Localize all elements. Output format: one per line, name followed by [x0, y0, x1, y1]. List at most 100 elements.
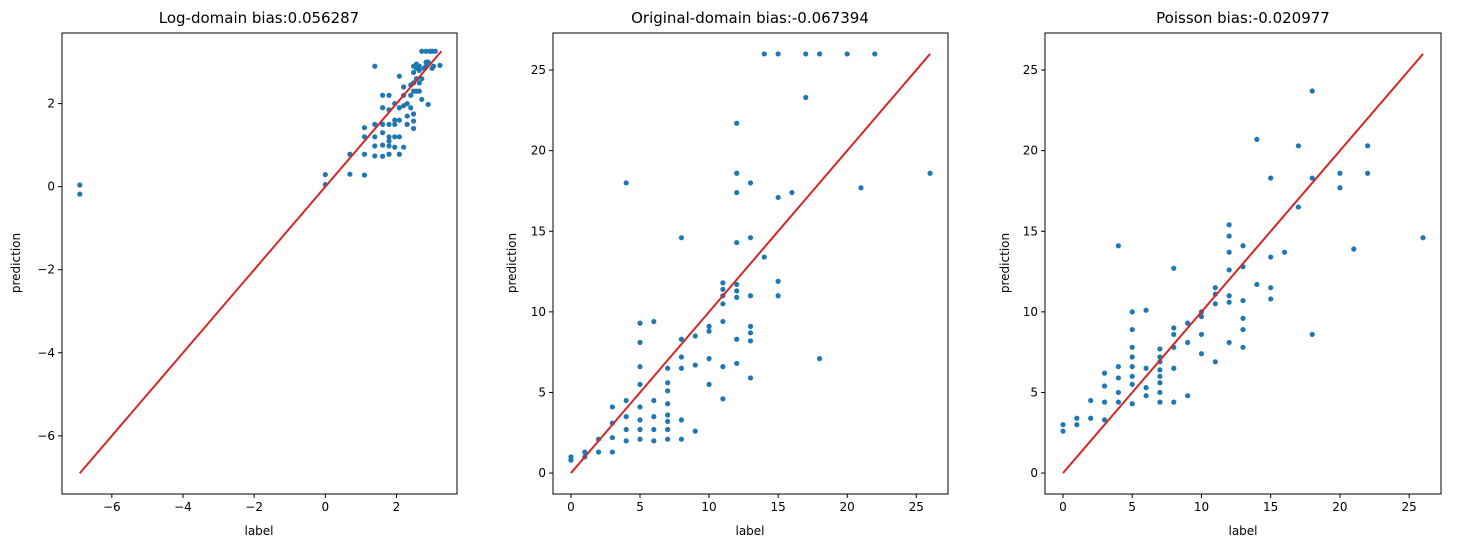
data-point — [386, 121, 392, 127]
scatter-points — [77, 48, 443, 197]
data-point — [734, 120, 740, 126]
identity-line — [570, 53, 931, 474]
data-point — [720, 364, 726, 370]
data-point — [437, 62, 443, 68]
data-point — [386, 143, 392, 149]
data-point — [1129, 326, 1135, 333]
data-point — [423, 48, 429, 54]
data-point — [1198, 351, 1205, 357]
data-point — [408, 92, 414, 98]
data-point — [372, 63, 378, 69]
y-tick-label: 20 — [531, 144, 546, 158]
data-point — [1351, 246, 1357, 252]
y-ticks: 0 5 10 15 20 25 — [531, 63, 553, 480]
data-point — [425, 59, 431, 65]
data-point — [372, 121, 378, 127]
data-point — [692, 333, 698, 339]
data-point — [410, 125, 417, 132]
data-point — [1115, 389, 1121, 396]
y-axis-label: prediction — [505, 233, 519, 293]
y-axis-label: prediction — [998, 233, 1012, 293]
data-point — [1171, 399, 1177, 405]
data-point — [1101, 399, 1108, 405]
data-point — [401, 144, 407, 150]
data-point — [706, 328, 712, 334]
data-point — [416, 80, 422, 86]
axes-frame — [1044, 32, 1442, 495]
data-point — [637, 339, 643, 346]
data-point — [404, 101, 410, 107]
data-point — [380, 130, 386, 136]
data-point — [706, 356, 712, 362]
y-ticks: 0 5 10 15 20 25 — [1023, 63, 1045, 480]
x-tick-label: −6 — [103, 500, 121, 514]
x-tick-label: 20 — [840, 500, 855, 514]
data-point — [747, 180, 754, 186]
data-point — [1240, 243, 1246, 249]
data-point — [1226, 222, 1232, 228]
data-point — [1143, 365, 1149, 371]
data-point — [429, 65, 435, 71]
data-point — [361, 151, 368, 157]
data-point — [1143, 393, 1149, 399]
data-point — [872, 51, 878, 57]
data-point — [404, 113, 410, 119]
data-point — [1268, 285, 1274, 291]
data-point — [380, 121, 386, 127]
data-point — [651, 318, 657, 325]
data-point — [1240, 326, 1246, 333]
data-point — [1226, 339, 1232, 346]
data-point — [582, 449, 588, 455]
data-point — [623, 438, 629, 444]
data-point — [1074, 422, 1080, 428]
data-point — [665, 365, 671, 371]
data-point — [678, 336, 685, 342]
data-point — [1295, 143, 1301, 149]
data-point — [1295, 204, 1301, 210]
data-point — [665, 380, 671, 386]
data-point — [720, 301, 726, 307]
data-point — [1185, 393, 1191, 399]
data-point — [1115, 375, 1121, 381]
data-point — [392, 121, 398, 127]
x-tick-label: −2 — [245, 500, 263, 514]
data-point — [1240, 297, 1246, 304]
y-tick-label: −6 — [37, 429, 55, 443]
data-point — [1129, 344, 1135, 350]
x-axis-label: label — [1228, 524, 1257, 538]
data-point — [1337, 170, 1343, 176]
data-point — [386, 151, 392, 157]
x-tick-label: −4 — [174, 500, 192, 514]
axes-frame — [61, 32, 458, 495]
data-point — [322, 172, 328, 178]
data-point — [1240, 315, 1246, 321]
data-point — [1365, 143, 1371, 149]
identity-line-segment — [79, 50, 443, 474]
subplot-title: Poisson bias:-0.020977 — [1156, 9, 1330, 27]
data-point — [396, 73, 402, 79]
x-tick-label: 5 — [1128, 500, 1136, 514]
y-tick-label: 0 — [47, 180, 55, 194]
data-point — [623, 397, 629, 404]
data-point — [678, 354, 685, 360]
data-point — [734, 189, 740, 196]
identity-line-segment — [1062, 53, 1424, 474]
data-point — [1157, 346, 1163, 352]
data-point — [637, 404, 643, 410]
data-point — [665, 418, 671, 425]
data-point — [1143, 385, 1149, 391]
data-point — [637, 320, 643, 326]
subplot-log-domain: Log-domain bias:0.056287 −6 −4 −2 0 2 −6 −4 −2… — [9, 9, 458, 538]
data-point — [396, 105, 402, 111]
data-point — [734, 360, 740, 367]
data-point — [1101, 383, 1108, 389]
data-point — [844, 51, 850, 57]
data-point — [416, 63, 422, 69]
data-point — [665, 426, 671, 433]
data-point — [1115, 243, 1121, 249]
data-point — [623, 426, 629, 433]
x-ticks: 0 5 10 15 20 25 — [1059, 494, 1417, 514]
y-tick-label: 25 — [1023, 63, 1038, 77]
data-point — [927, 170, 933, 176]
x-axis-label: label — [735, 524, 764, 538]
